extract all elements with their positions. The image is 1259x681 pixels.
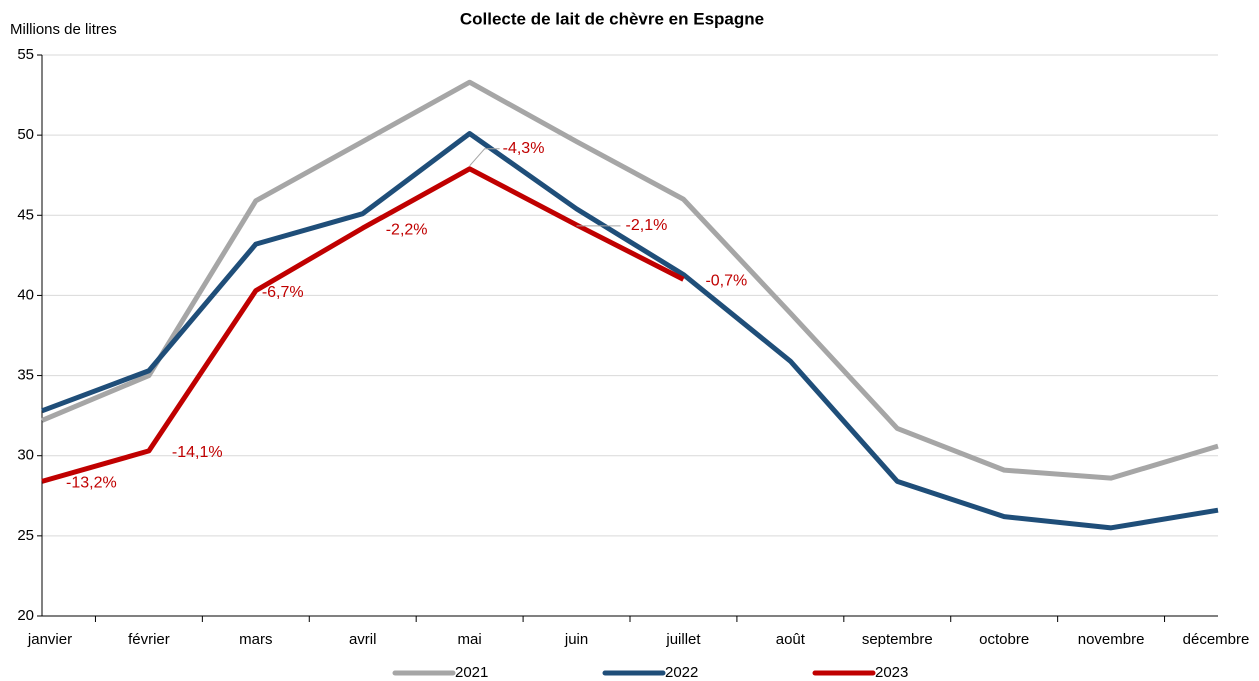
annotation: -4,3% (503, 140, 545, 157)
y-tick-label: 25 (17, 527, 34, 544)
legend-label: 2022 (665, 664, 698, 681)
legend-label: 2023 (875, 664, 908, 681)
annotation: -0,7% (705, 273, 747, 290)
y-tick-label: 50 (17, 126, 34, 143)
y-tick-label: 20 (17, 607, 34, 624)
x-tick-label: décembre (1183, 631, 1250, 648)
annotation: -14,1% (172, 444, 223, 461)
x-tick-label: janvier (27, 631, 72, 648)
x-tick-label: mai (458, 631, 482, 648)
line-series (41, 79, 1219, 481)
y-tick-label: 55 (17, 46, 34, 63)
y-axis-label: Millions de litres (10, 21, 117, 38)
annotation: -13,2% (66, 475, 117, 492)
x-tick-label: février (128, 631, 170, 648)
x-tick-label: avril (349, 631, 377, 648)
x-tick-label: juin (564, 631, 588, 648)
x-tick-label: septembre (862, 631, 933, 648)
annotation: -2,1% (626, 217, 668, 234)
y-tick-label: 30 (17, 447, 34, 464)
y-tick-label: 35 (17, 367, 34, 384)
x-tick-label: mars (239, 631, 272, 648)
x-tick-label: octobre (979, 631, 1029, 648)
annotation: -6,7% (262, 284, 304, 301)
x-tick-label: novembre (1078, 631, 1145, 648)
annotation: -2,2% (386, 221, 428, 238)
legend-label: 2021 (455, 664, 488, 681)
chart-title: Collecte de lait de chèvre en Espagne (460, 9, 764, 28)
x-tick-label: août (776, 631, 806, 648)
y-tick-label: 40 (17, 286, 34, 303)
line-series (41, 131, 1219, 531)
y-tick-label: 45 (17, 206, 34, 223)
x-tick-label: juillet (665, 631, 701, 648)
leader-line (469, 148, 500, 167)
line-series (41, 166, 685, 484)
